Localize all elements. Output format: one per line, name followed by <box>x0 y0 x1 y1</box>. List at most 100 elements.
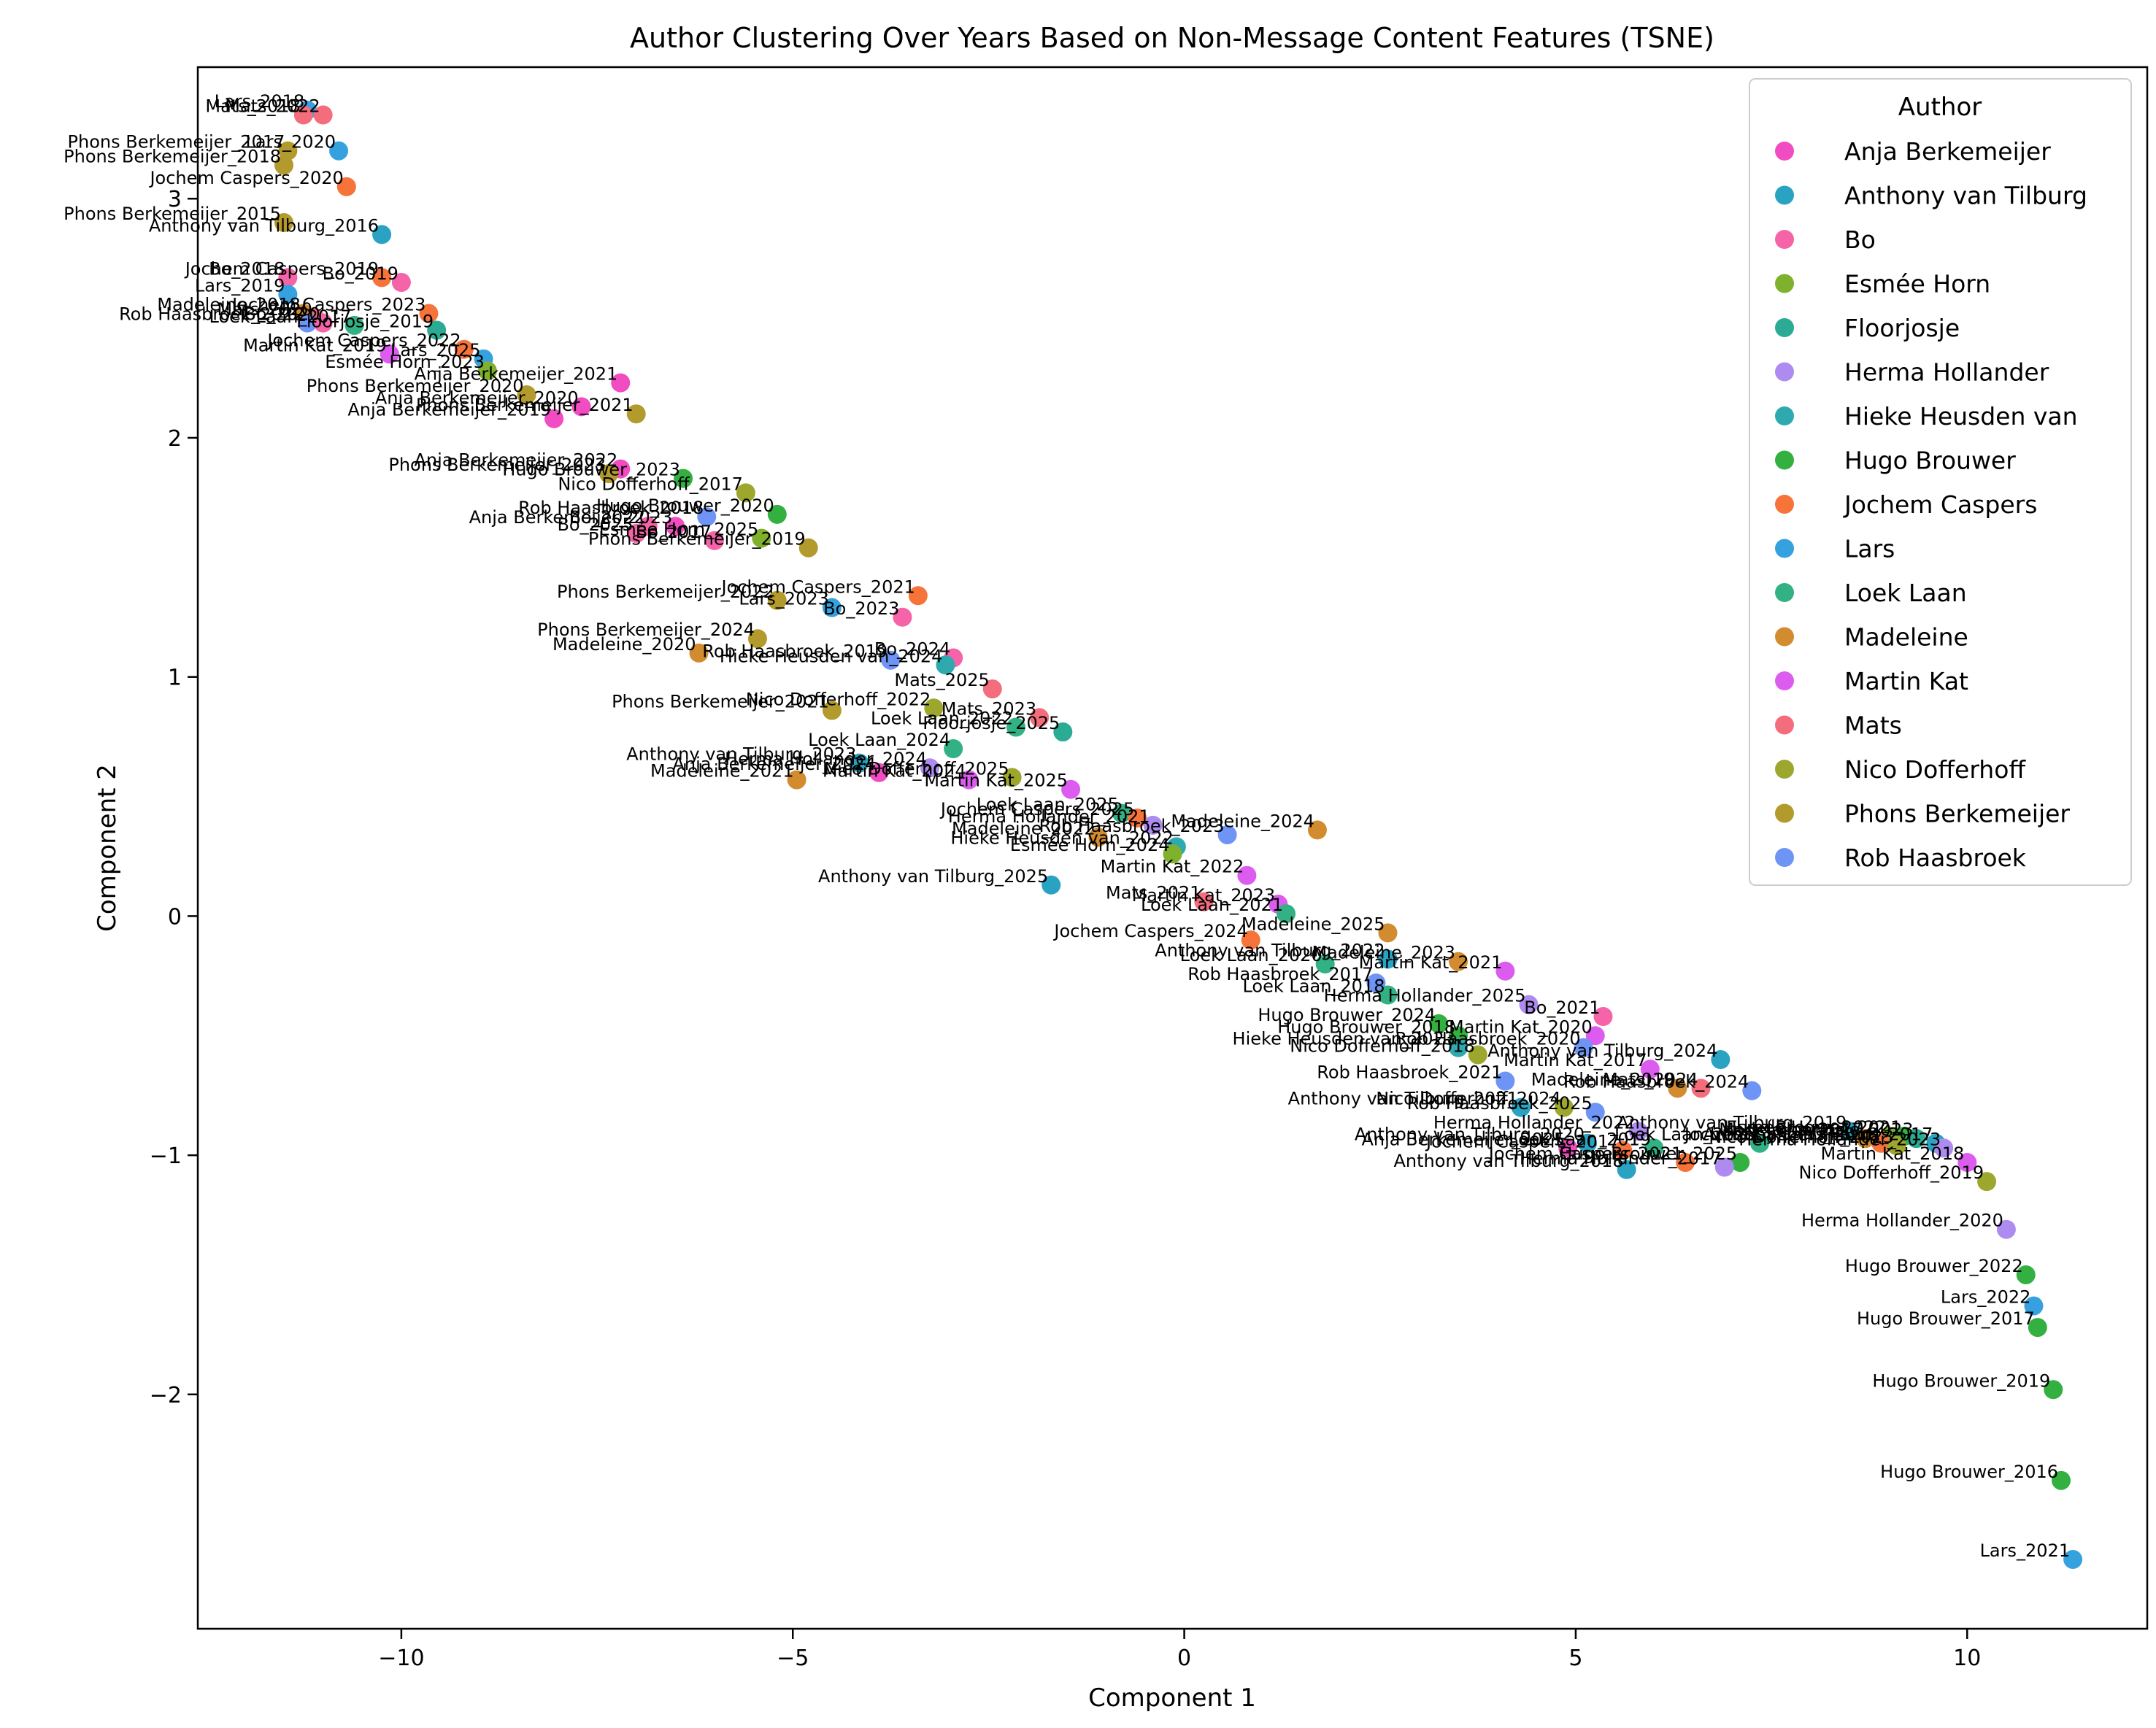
data-point <box>1143 815 1163 835</box>
data-point <box>767 590 787 610</box>
point-label: Lars_2025 <box>390 340 481 360</box>
data-point <box>893 607 912 627</box>
data-point <box>881 650 901 670</box>
point-label: Phons Berkemeijer_2020 <box>307 376 524 396</box>
data-point <box>372 225 392 244</box>
data-point <box>1855 1129 1875 1149</box>
point-label: Lars_2019 <box>195 275 285 296</box>
data-point <box>908 586 928 606</box>
data-point <box>1996 1219 2016 1239</box>
data-point <box>1006 717 1025 737</box>
point-label: Floorjosje_2023 <box>1776 1119 1913 1140</box>
point-label: Rob Haasbroek_2025 <box>1407 1093 1593 1114</box>
point-label: Anja Berkemeijer_2024 <box>673 754 877 774</box>
point-label: Hugo Brouwer_2020 <box>596 495 774 516</box>
point-label: Esmée Horn_2024 <box>1010 835 1170 855</box>
point-label: Jochem Caspers_2025 <box>939 799 1134 819</box>
data-point <box>626 524 646 544</box>
data-point <box>697 507 717 527</box>
point-label: Rob Haasbroek_2021 <box>1317 1062 1502 1083</box>
point-label: Lars_2018 <box>215 91 305 112</box>
data-point <box>1241 930 1260 950</box>
point-label: Martin Kat_2020 <box>1449 1017 1593 1037</box>
point-label: Martin Kat_2017 <box>1504 1050 1647 1071</box>
data-point <box>2052 1470 2071 1490</box>
point-label: Anthony van Tilburg_2019 <box>1617 1112 1847 1133</box>
point-label: Lars_2021 <box>1980 1540 2071 1561</box>
point-label: Bo_2025 <box>557 514 633 535</box>
data-point <box>747 629 767 649</box>
legend-entry: Hugo Brouwer <box>1844 447 2016 475</box>
legend-entry: Herma Hollander <box>1844 358 2049 387</box>
data-point <box>1977 1172 1997 1192</box>
data-point <box>1519 995 1539 1014</box>
data-point <box>1163 844 1182 864</box>
data-point <box>1053 722 1073 742</box>
data-point <box>1495 961 1515 981</box>
data-point <box>1128 809 1147 828</box>
chart-title: Author Clustering Over Years Based on No… <box>630 22 1714 54</box>
data-point <box>798 538 818 558</box>
data-point <box>1237 865 1257 885</box>
legend-marker <box>1775 760 1794 779</box>
point-label: Madeleine_2021 <box>650 761 794 782</box>
point-label: Martin Kat_2022 <box>1101 857 1244 877</box>
data-point <box>2024 1296 2044 1316</box>
legend-marker <box>1775 583 1794 602</box>
point-label: Madeleine_2022 <box>952 818 1096 838</box>
point-label: Jochem Caspers_2017 <box>1425 1132 1620 1152</box>
point-label: Anja Berkemeijer_2021 <box>415 364 618 385</box>
point-label: Madeleine_2024 <box>1171 811 1314 831</box>
data-point <box>313 313 333 333</box>
point-label: Herma Hollander_2024 <box>725 749 927 769</box>
x-tick-label: −10 <box>378 1646 424 1671</box>
data-point <box>666 517 685 536</box>
point-label: Anja Berkemeijer_2020 <box>375 387 579 408</box>
point-label: Phons Berkemeijer_2019 <box>588 529 806 549</box>
point-label: Nico Dofferhoff_2018 <box>1290 1035 1475 1056</box>
point-label: Anja Berkemeijer_2023 <box>469 507 673 528</box>
data-point <box>571 397 591 417</box>
legend-entry: Anja Berkemeijer <box>1844 137 2051 166</box>
legend-marker <box>1775 362 1794 382</box>
point-label: Herma Hollander_2020 <box>1801 1211 2003 1231</box>
point-label: Hugo Brouwer_2024 <box>1258 1005 1436 1025</box>
data-point <box>736 483 755 503</box>
point-label: Mats_2025 <box>894 670 989 690</box>
data-point <box>336 177 356 196</box>
point-label: Lars_2022 <box>1941 1287 2031 1308</box>
point-label: Anthony van Tilburg_2022 <box>1155 940 1385 960</box>
legend-entry: Mats <box>1844 711 1902 740</box>
point-label: Martin Kat_2021 <box>1359 952 1503 973</box>
data-point <box>1495 1071 1515 1091</box>
y-tick-label: 3 <box>168 187 182 212</box>
point-label: Anthony van Tilburg_2023 <box>626 744 856 765</box>
data-point <box>752 528 771 548</box>
point-label: Jochem Caspers_2019 <box>184 258 379 279</box>
point-label: Herma Hollander_2021 <box>948 806 1150 827</box>
data-points <box>274 100 2083 1569</box>
point-label: Bo_2019 <box>323 263 399 284</box>
y-tick-label: 1 <box>168 666 182 691</box>
point-label: Esmée Horn_2023 <box>325 352 485 372</box>
point-label: Nico Dofferhoff_2024 <box>1376 1089 1561 1109</box>
data-point <box>1315 954 1335 973</box>
point-label: Nico Dofferhoff_2023 <box>1709 1127 1894 1147</box>
point-label: Phons Berkemeijer_2022 <box>557 582 774 602</box>
data-point <box>1112 803 1131 823</box>
point-label: Hugo Brouwer_2022 <box>1845 1256 2023 1276</box>
point-label: Loek Laan_2019 <box>1509 1129 1651 1149</box>
point-label: Rob Haasbroek_2020 <box>1395 1029 1581 1049</box>
data-point <box>1676 1152 1695 1172</box>
point-label: Madeleine_2018 <box>157 295 301 315</box>
legend-marker <box>1775 450 1794 470</box>
data-point <box>391 272 411 292</box>
data-point <box>1554 1098 1574 1117</box>
point-label: Mats_2023 <box>942 698 1036 719</box>
point-label: Esmée Horn_2022 <box>1726 1117 1886 1138</box>
data-point <box>674 468 693 488</box>
plot-frame <box>196 66 2149 1630</box>
x-axis-title: Component 1 <box>1088 1683 1256 1713</box>
data-point <box>274 213 293 233</box>
legend-entry: Martin Kat <box>1844 667 1968 695</box>
